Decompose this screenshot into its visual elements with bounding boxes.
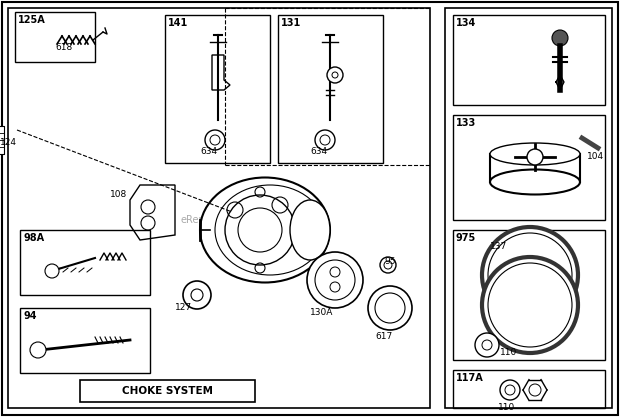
Text: 634: 634 xyxy=(200,147,217,156)
Text: 131: 131 xyxy=(281,18,301,28)
Circle shape xyxy=(368,286,412,330)
Text: 634: 634 xyxy=(310,147,327,156)
Circle shape xyxy=(45,264,59,278)
Text: 975: 975 xyxy=(456,233,476,243)
Text: 117A: 117A xyxy=(456,373,484,383)
Bar xyxy=(165,15,270,163)
Text: 130A: 130A xyxy=(310,308,334,317)
Text: 95: 95 xyxy=(384,257,396,266)
Bar xyxy=(453,15,605,105)
Text: 125A: 125A xyxy=(18,15,46,25)
Text: 617: 617 xyxy=(375,332,392,341)
Bar xyxy=(20,308,150,373)
Circle shape xyxy=(205,130,225,150)
Circle shape xyxy=(380,257,396,273)
Ellipse shape xyxy=(490,169,580,194)
Text: 104: 104 xyxy=(587,152,604,161)
Circle shape xyxy=(225,195,295,265)
Bar xyxy=(453,230,605,360)
Text: eReplacementParts.com: eReplacementParts.com xyxy=(180,215,299,225)
Circle shape xyxy=(475,333,499,357)
Circle shape xyxy=(183,281,211,309)
Bar xyxy=(278,15,383,163)
Text: 618: 618 xyxy=(55,43,73,52)
Text: 134: 134 xyxy=(456,18,476,28)
Bar xyxy=(445,8,612,408)
Circle shape xyxy=(552,30,568,46)
Text: 137: 137 xyxy=(490,242,507,251)
Circle shape xyxy=(482,227,578,323)
Text: 110: 110 xyxy=(500,348,517,357)
Circle shape xyxy=(482,257,578,353)
Bar xyxy=(453,370,605,408)
Circle shape xyxy=(327,67,343,83)
Text: 127: 127 xyxy=(175,303,192,312)
Ellipse shape xyxy=(200,178,330,282)
Text: 98A: 98A xyxy=(24,233,45,243)
Circle shape xyxy=(527,149,543,165)
Ellipse shape xyxy=(490,143,580,165)
Circle shape xyxy=(500,380,520,400)
Text: CHOKE SYSTEM: CHOKE SYSTEM xyxy=(122,386,213,396)
Text: 110: 110 xyxy=(498,403,515,412)
Circle shape xyxy=(315,130,335,150)
Text: 141: 141 xyxy=(168,18,188,28)
Bar xyxy=(80,380,255,402)
Circle shape xyxy=(307,252,363,308)
Bar xyxy=(8,8,430,408)
Text: 108: 108 xyxy=(110,190,127,199)
Bar xyxy=(15,12,95,62)
Text: 124: 124 xyxy=(0,138,17,147)
Text: 133: 133 xyxy=(456,118,476,128)
Bar xyxy=(0,126,4,154)
Bar xyxy=(20,230,150,295)
Ellipse shape xyxy=(290,200,330,260)
Circle shape xyxy=(30,342,46,358)
Text: 94: 94 xyxy=(24,311,37,321)
Bar xyxy=(453,115,605,220)
